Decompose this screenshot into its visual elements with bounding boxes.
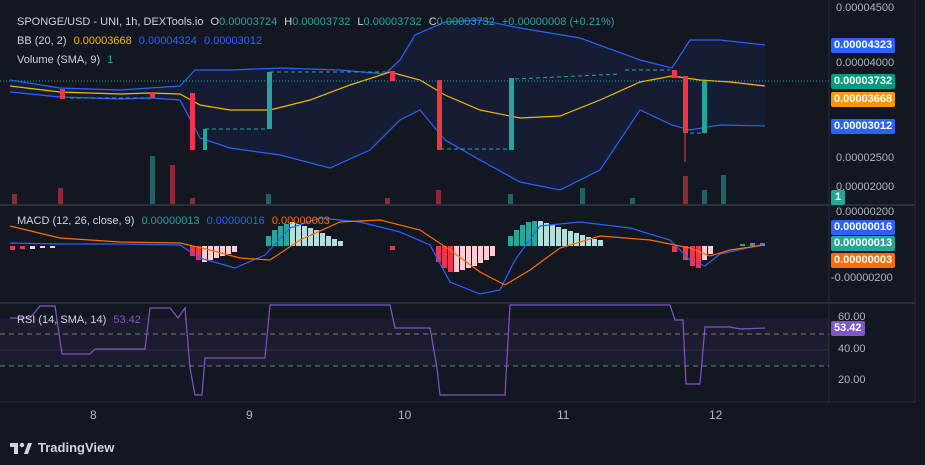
last-price-tag: 0.00003732 [831, 74, 896, 89]
macd-legend[interactable]: MACD (12, 26, close, 9) 0.00000013 0.000… [17, 215, 334, 227]
time-tick: 9 [246, 408, 253, 422]
bb-lower-value: 0.00003012 [203, 35, 263, 47]
bb-fill [10, 20, 765, 190]
price-tick: 0.00004500 [836, 2, 895, 14]
open-label: O [210, 16, 220, 28]
rsi-label: RSI (14, SMA, 14) [17, 314, 107, 326]
rsi-tick: 40.00 [838, 343, 866, 355]
bb-basis-price-tag: 0.00003668 [831, 92, 896, 107]
macd-line-tag: 0.00000016 [831, 220, 896, 235]
volume-label: Volume (SMA, 9) [17, 54, 101, 66]
volume-tag: 1 [831, 190, 846, 205]
time-tick: 11 [557, 408, 570, 422]
volume-legend[interactable]: Volume (SMA, 9) 1 [17, 54, 117, 66]
change-value: +0.00000008 (+0.21%) [501, 16, 615, 28]
bb-upper-value: 0.00004324 [138, 35, 197, 47]
symbol-title[interactable]: SPONGE/USD - UNI, 1h, DEXTools.io [17, 16, 204, 28]
brand-name: TradingView [38, 440, 115, 455]
bb-label: BB (20, 2) [17, 35, 67, 47]
macd-signal-line [9, 219, 766, 286]
macd-value: 0.00000016 [206, 215, 265, 227]
low-label: L [357, 16, 364, 28]
rsi-legend[interactable]: RSI (14, SMA, 14) 53.42 [17, 314, 145, 326]
bb-legend[interactable]: BB (20, 2) 0.00003668 0.00004324 0.00003… [17, 35, 266, 47]
close-value: 0.00003732 [436, 16, 495, 28]
rsi-value: 53.42 [113, 314, 141, 326]
rsi-tick: 60.00 [838, 311, 866, 323]
macd-signal-tag: 0.00000003 [831, 253, 896, 268]
bb-upper-line [9, 19, 766, 91]
open-value: 0.00003724 [219, 16, 278, 28]
price-flat-lines [70, 69, 705, 150]
candles [60, 70, 707, 162]
high-label: H [284, 16, 293, 28]
ohlc-legend: SPONGE/USD - UNI, 1h, DEXTools.io O0.000… [17, 16, 618, 28]
macd-hist-value: 0.00000013 [141, 215, 200, 227]
bb-lower-price-tag: 0.00003012 [831, 119, 896, 134]
rsi-line [10, 304, 766, 396]
price-tick: 0.00004000 [836, 57, 895, 69]
time-tick: 12 [709, 408, 723, 422]
bb-lower-line [9, 91, 766, 191]
rsi-tick: 20.00 [838, 374, 866, 386]
close-label: C [428, 16, 437, 28]
low-value: 0.00003732 [363, 16, 422, 28]
high-value: 0.00003732 [292, 16, 351, 28]
price-tick: 0.00002000 [836, 181, 895, 193]
macd-label: MACD (12, 26, close, 9) [17, 215, 135, 227]
macd-line [9, 217, 766, 295]
macd-hist-tag: 0.00000013 [831, 236, 896, 251]
bb-basis-line [9, 71, 766, 119]
tradingview-logo[interactable]: TradingView [10, 440, 114, 455]
volume-value: 1 [107, 54, 114, 66]
time-tick: 8 [90, 408, 97, 422]
rsi-value-tag: 53.42 [831, 321, 865, 336]
time-tick: 10 [398, 408, 412, 422]
macd-tick: -0.00000200 [831, 272, 893, 284]
macd-tick: 0.00000200 [836, 206, 895, 218]
macd-signal-value: 0.00000003 [271, 215, 330, 227]
tradingview-logo-icon [10, 442, 32, 454]
bb-basis-value: 0.00003668 [73, 35, 132, 47]
price-tick: 0.00002500 [836, 152, 895, 164]
bb-upper-price-tag: 0.00004323 [831, 38, 896, 53]
volume-bars [12, 156, 726, 204]
